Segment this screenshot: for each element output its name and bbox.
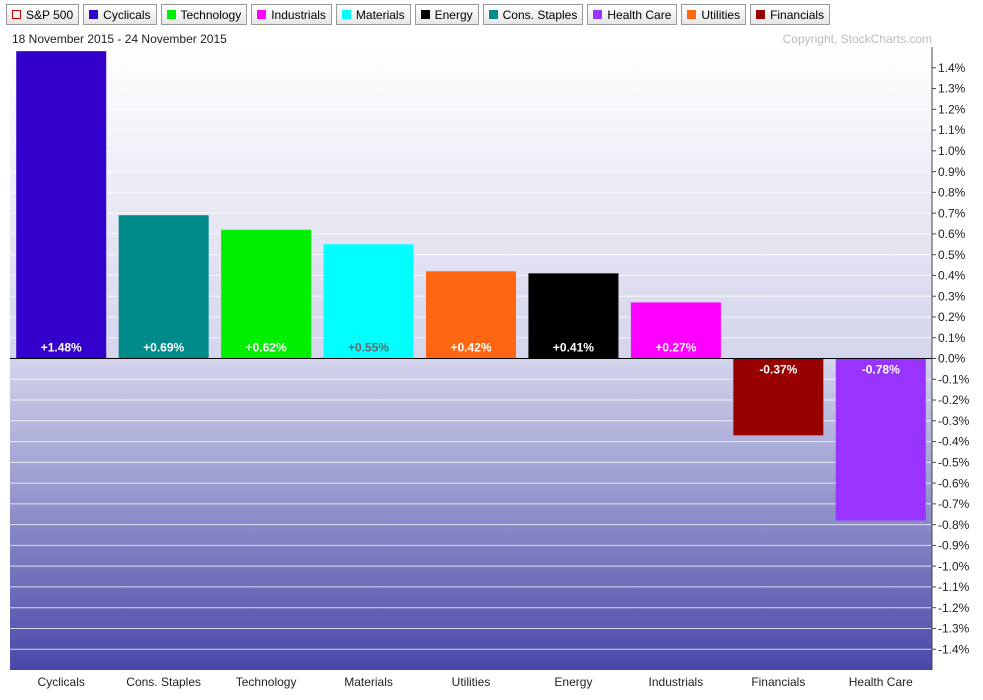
value-label: +0.42% <box>450 341 491 355</box>
legend-label: Cyclicals <box>103 7 151 22</box>
y-tick-label: -1.0% <box>938 559 970 573</box>
copyright: Copyright, StockCharts.com <box>783 32 932 46</box>
x-tick-label: Financials <box>751 675 805 689</box>
value-label: +0.41% <box>553 341 594 355</box>
bar <box>733 358 824 436</box>
x-tick-label: Materials <box>344 675 393 689</box>
y-tick-label: 0.2% <box>938 310 966 324</box>
legend-item[interactable]: S&P 500 <box>6 4 80 25</box>
y-tick-label: 1.1% <box>938 123 966 137</box>
y-tick-label: -0.7% <box>938 497 970 511</box>
subtitle: 18 November 2015 - 24 November 2015 <box>12 32 227 46</box>
value-label: +0.27% <box>655 341 696 355</box>
legend-label: Industrials <box>271 7 326 22</box>
bar <box>528 273 619 359</box>
x-tick-label: Cyclicals <box>38 675 85 689</box>
bar <box>16 51 107 359</box>
y-tick-label: -1.4% <box>938 642 970 656</box>
value-label: +0.69% <box>143 341 184 355</box>
y-tick-label: -0.2% <box>938 393 970 407</box>
legend-label: Cons. Staples <box>502 7 578 22</box>
bar <box>835 358 926 521</box>
y-tick-label: 1.0% <box>938 144 966 158</box>
y-tick-label: -0.9% <box>938 539 970 553</box>
legend-swatch <box>593 10 603 19</box>
x-tick-label: Energy <box>554 675 592 689</box>
y-tick-label: -0.3% <box>938 414 970 428</box>
legend-item[interactable]: Industrials <box>251 4 332 25</box>
y-tick-label: 0.0% <box>938 352 966 366</box>
y-tick-label: 1.4% <box>938 61 966 75</box>
value-label: +1.48% <box>41 341 82 355</box>
bar <box>630 302 721 359</box>
legend-swatch <box>12 10 21 19</box>
legend-item[interactable]: Energy <box>414 4 479 25</box>
legend-label: Energy <box>434 7 473 22</box>
value-label: -0.78% <box>862 363 900 377</box>
bar <box>426 271 516 359</box>
y-tick-label: -0.5% <box>938 456 970 470</box>
legend-item[interactable]: Materials <box>335 4 411 25</box>
y-tick-label: 0.6% <box>938 227 966 241</box>
y-tick-label: 0.9% <box>938 165 966 179</box>
legend-item[interactable]: Cyclicals <box>83 4 157 25</box>
y-tick-label: -1.2% <box>938 601 970 615</box>
y-tick-label: 0.3% <box>938 289 966 303</box>
y-tick-label: -0.4% <box>938 435 970 449</box>
y-tick-label: -0.6% <box>938 476 970 490</box>
y-tick-label: 1.3% <box>938 82 966 96</box>
legend-swatch <box>341 10 351 19</box>
legend-swatch <box>756 10 766 19</box>
y-tick-label: -1.1% <box>938 580 970 594</box>
legend-item[interactable]: Technology <box>160 4 248 25</box>
value-label: +0.62% <box>246 341 287 355</box>
y-tick-label: -0.1% <box>938 372 970 386</box>
y-tick-label: 0.8% <box>938 186 966 200</box>
legend-label: Technology <box>180 7 242 22</box>
x-tick-label: Utilities <box>452 675 491 689</box>
bar <box>118 215 209 359</box>
legend-swatch <box>89 10 99 19</box>
legend: S&P 500 Cyclicals Technology Industrials Mat… <box>6 4 831 25</box>
legend-label: Financials <box>770 7 825 22</box>
y-tick-label: -1.3% <box>938 622 970 636</box>
legend-label: Utilities <box>701 7 741 22</box>
x-tick-label: Technology <box>236 675 297 689</box>
y-tick-label: 1.2% <box>938 102 966 116</box>
bar <box>221 229 312 359</box>
x-tick-label: Industrials <box>649 675 704 689</box>
legend-swatch <box>166 10 176 19</box>
value-label: -0.37% <box>759 363 797 377</box>
legend-swatch <box>687 10 697 19</box>
legend-item[interactable]: Financials <box>750 4 831 25</box>
value-label: +0.55% <box>348 341 389 355</box>
y-tick-label: 0.5% <box>938 248 966 262</box>
y-tick-label: 0.7% <box>938 206 966 220</box>
legend-swatch <box>420 10 430 19</box>
x-tick-label: Cons. Staples <box>126 675 201 689</box>
legend-label: Materials <box>355 7 405 22</box>
legend-item[interactable]: Cons. Staples <box>482 4 584 25</box>
legend-swatch <box>488 10 498 19</box>
legend-item[interactable]: Health Care <box>587 4 678 25</box>
legend-label: S&P 500 <box>26 7 74 22</box>
legend-item[interactable]: Utilities <box>681 4 747 25</box>
bar <box>323 244 414 359</box>
y-tick-label: 0.4% <box>938 269 966 283</box>
legend-label: Health Care <box>607 7 672 22</box>
legend-swatch <box>257 10 267 19</box>
x-tick-label: Health Care <box>849 675 913 689</box>
y-tick-label: 0.1% <box>938 331 966 345</box>
y-tick-label: -0.8% <box>938 518 970 532</box>
